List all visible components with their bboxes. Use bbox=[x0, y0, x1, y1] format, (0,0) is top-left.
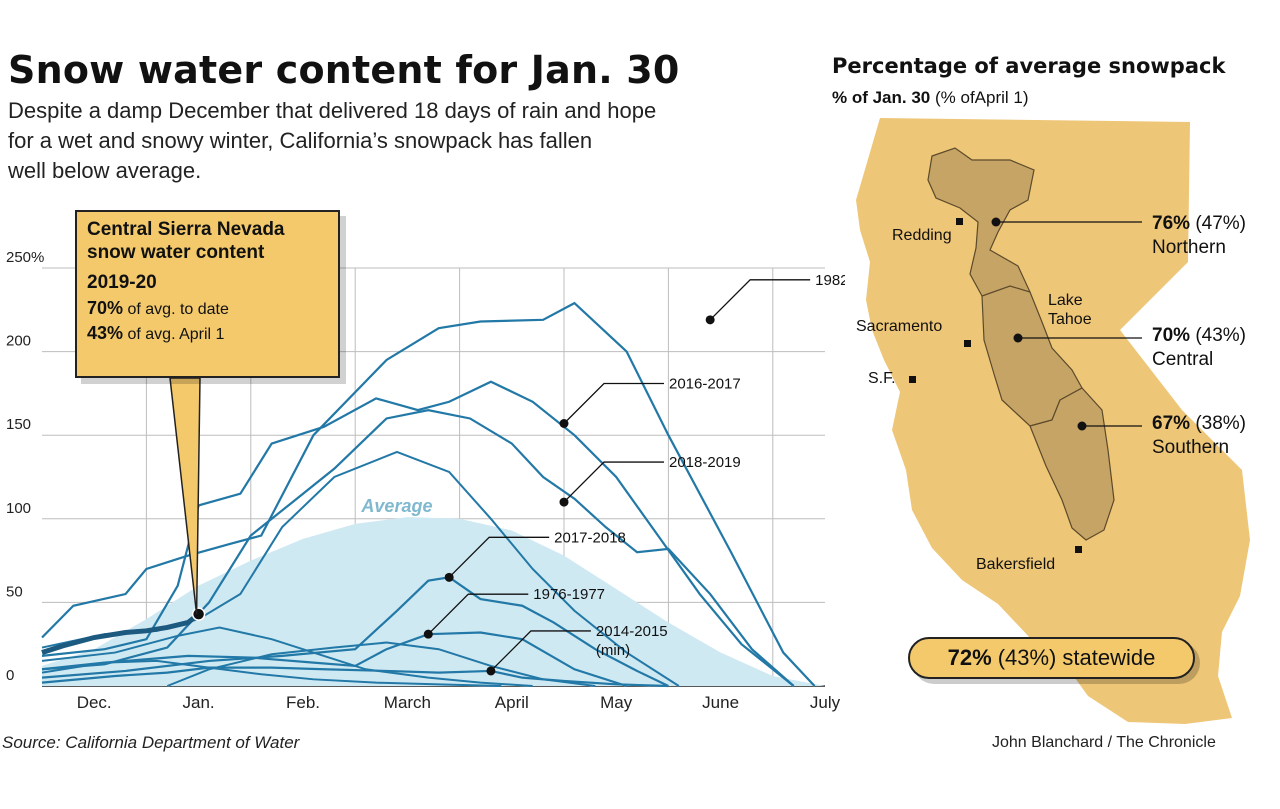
y-tick-label: 50 bbox=[6, 583, 23, 600]
series-line bbox=[41, 408, 795, 687]
southern-dot bbox=[1077, 421, 1087, 431]
southern-april: (38%) bbox=[1195, 413, 1246, 434]
city-sf: S.F. bbox=[868, 370, 896, 387]
series-leader bbox=[427, 593, 529, 635]
credit-note: John Blanchard / The Chronicle bbox=[992, 734, 1216, 751]
sf-marker bbox=[909, 376, 916, 383]
northern-dot bbox=[991, 217, 1001, 227]
x-tick-label: June bbox=[702, 693, 739, 712]
subtitle-line-3: well below average. bbox=[8, 158, 202, 183]
x-tick-label: May bbox=[600, 693, 633, 712]
city-redding: Redding bbox=[892, 227, 952, 244]
central-april: (43%) bbox=[1195, 325, 1246, 346]
subtitle-line-2: for a wet and snowy winter, California’s… bbox=[8, 128, 593, 153]
average-area bbox=[42, 517, 825, 686]
series-label: 1982-1983 (max) bbox=[815, 272, 845, 289]
snow-water-chart: Average 1982-1983 (max) 2016-2017 2018-201… bbox=[6, 249, 845, 712]
southern-name: Southern bbox=[1152, 437, 1230, 458]
x-tick-label: April bbox=[495, 693, 529, 712]
series-line bbox=[41, 301, 816, 687]
x-tick-label: Dec. bbox=[77, 693, 112, 712]
average-label: Average bbox=[360, 496, 432, 516]
series-leader bbox=[490, 630, 591, 672]
y-tick-label: 250% bbox=[6, 249, 44, 266]
northern-label: 76% (47%) Northern bbox=[1152, 212, 1246, 260]
callout-april-row: 43% of avg. April 1 bbox=[87, 323, 328, 344]
callout-april-label: of avg. April 1 bbox=[127, 326, 225, 343]
statewide-badge: 72% (43%) statewide bbox=[908, 637, 1195, 679]
city-bakersfield: Bakersfield bbox=[976, 556, 1056, 573]
historical-curve bbox=[41, 626, 533, 687]
callout-to-date-label: of avg. to date bbox=[127, 301, 229, 318]
central-pct: 70% bbox=[1152, 325, 1191, 346]
callout-to-date-value: 70% bbox=[87, 298, 124, 318]
callout-heading-2: snow water content bbox=[87, 242, 265, 263]
series-line bbox=[41, 666, 669, 688]
series-line bbox=[41, 380, 795, 687]
northern-region-shape bbox=[927, 147, 1035, 301]
series-leader bbox=[563, 382, 664, 424]
x-tick-label: July bbox=[810, 693, 841, 712]
northern-april: (47%) bbox=[1195, 213, 1246, 234]
callout-heading-1: Central Sierra Nevada bbox=[87, 219, 285, 240]
series-label: 2014-2015 bbox=[596, 623, 668, 640]
y-tick-label: 0 bbox=[6, 667, 14, 684]
sacramento-marker bbox=[964, 340, 971, 347]
series-2019-20-line bbox=[41, 612, 201, 655]
northern-pct: 76% bbox=[1152, 213, 1191, 234]
x-tick-label: March bbox=[384, 693, 431, 712]
subtitle-line-1: Despite a damp December that delivered 1… bbox=[8, 98, 657, 123]
historical-curve bbox=[166, 641, 596, 687]
x-tick-label: Feb. bbox=[286, 693, 320, 712]
callout-april-value: 43% bbox=[87, 323, 124, 343]
source-note: Source: California Department of Water bbox=[2, 733, 300, 752]
city-lake: Lake bbox=[1048, 292, 1083, 309]
statewide-april: (43%) bbox=[997, 645, 1057, 670]
series-leader bbox=[448, 536, 550, 578]
series-leader bbox=[563, 461, 664, 503]
series-label: 2018-2019 bbox=[669, 454, 741, 471]
series-label: 1976-1977 bbox=[533, 586, 605, 603]
callout-year: 2019-20 bbox=[87, 272, 157, 293]
map-subtitle-bold: % of Jan. 30 bbox=[832, 88, 931, 107]
bakersfield-marker bbox=[1075, 546, 1082, 553]
series-leader bbox=[709, 279, 811, 321]
series-label: 2016-2017 bbox=[669, 375, 741, 392]
map-subtitle-rest: (% ofApril 1) bbox=[935, 88, 1029, 107]
series-line bbox=[41, 576, 669, 687]
central-dot bbox=[1013, 333, 1023, 343]
y-tick-label: 150 bbox=[6, 416, 31, 433]
northern-name: Northern bbox=[1152, 237, 1226, 258]
map-title: Percentage of average snowpack bbox=[832, 54, 1226, 78]
central-name: Central bbox=[1152, 349, 1214, 370]
series-label: (min) bbox=[596, 642, 630, 659]
callout-pointer bbox=[169, 377, 201, 615]
statewide-pct: 72% bbox=[947, 645, 992, 670]
x-tick-label: Jan. bbox=[183, 693, 215, 712]
y-tick-label: 200 bbox=[6, 333, 31, 350]
southern-label: 67% (38%) Southern bbox=[1152, 412, 1246, 460]
series-label: 2017-2018 bbox=[554, 529, 626, 546]
y-tick-label: 100 bbox=[6, 500, 31, 517]
southern-pct: 67% bbox=[1152, 413, 1191, 434]
page-title: Snow water content for Jan. 30 bbox=[8, 48, 680, 92]
city-tahoe: Tahoe bbox=[1048, 311, 1092, 328]
central-sierra-callout: Central Sierra Nevada snow water content… bbox=[75, 210, 340, 378]
callout-to-date-row: 70% of avg. to date bbox=[87, 298, 328, 319]
central-label: 70% (43%) Central bbox=[1152, 324, 1246, 372]
city-sacramento: Sacramento bbox=[856, 318, 943, 335]
map-subtitle: % of Jan. 30 (% ofApril 1) bbox=[832, 88, 1029, 108]
redding-marker bbox=[956, 218, 963, 225]
statewide-label: statewide bbox=[1062, 645, 1156, 670]
